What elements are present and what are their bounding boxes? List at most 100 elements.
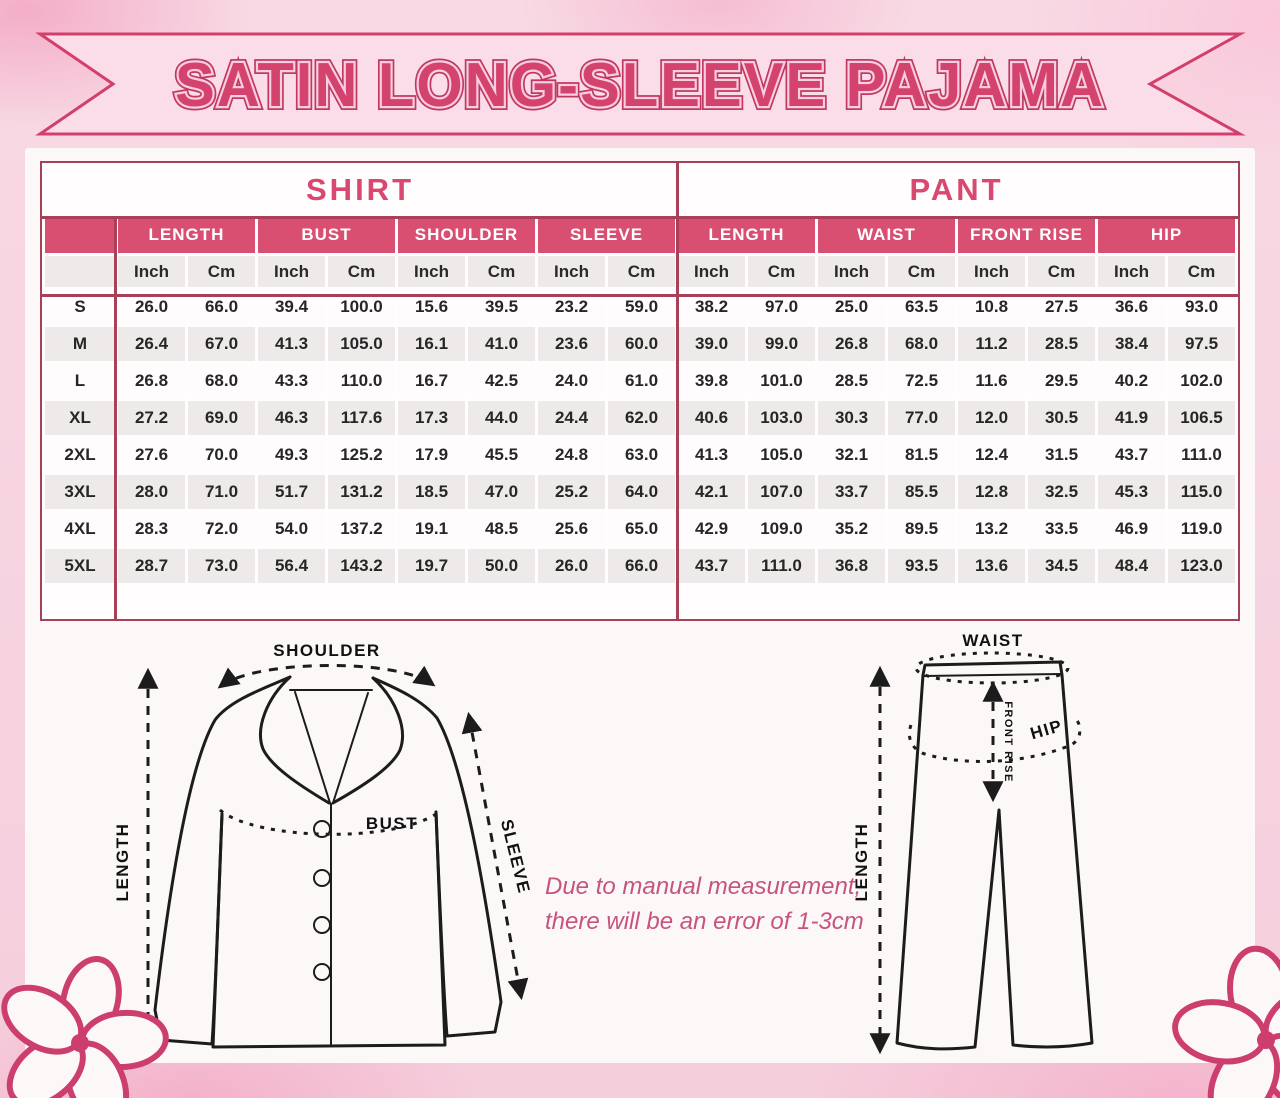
value-cell: 28.3 [118,512,185,546]
header-divider-line [42,216,1238,219]
button [313,869,331,887]
value-cell: 117.6 [328,401,395,435]
column-header: SLEEVE [538,216,675,253]
value-cell: 41.9 [1098,401,1165,435]
value-cell: 17.3 [398,401,465,435]
value-cell: 64.0 [608,475,675,509]
sleeve-arrow [461,711,529,1001]
value-cell: 68.0 [188,364,255,398]
value-cell: 26.0 [538,549,605,583]
value-cell: 106.5 [1168,401,1235,435]
size-cell: 4XL [45,512,115,546]
value-cell: 28.7 [118,549,185,583]
waist-label: WAIST [962,631,1023,650]
value-cell: 32.5 [1028,475,1095,509]
value-cell: 115.0 [1168,475,1235,509]
unit-cell: Cm [1028,256,1095,287]
unit-cell: Inch [538,256,605,287]
value-cell: 77.0 [888,401,955,435]
value-cell: 70.0 [188,438,255,472]
value-cell: 40.6 [678,401,745,435]
shirt-lapel-right [331,676,404,805]
column-header: FRONT RISE [958,216,1095,253]
value-cell: 43.7 [1098,438,1165,472]
value-cell: 60.0 [608,327,675,361]
garment-header-row: SHIRT PANT [45,166,1235,213]
hip-label: HIP [1028,716,1065,743]
value-cell: 102.0 [1168,364,1235,398]
value-cell: 33.5 [1028,512,1095,546]
shirt-outline [153,675,292,1046]
size-cell: L [45,364,115,398]
value-cell: 26.8 [118,364,185,398]
value-cell: 28.5 [818,364,885,398]
value-cell: 26.8 [818,327,885,361]
measurement-note: Due to manual measurement, there will be… [545,869,895,939]
value-cell: 43.3 [258,364,325,398]
unit-cell: Cm [328,256,395,287]
page-title-ring: SATIN LONG-SLEEVE PAJAMA [175,51,1105,120]
flower-icon [1,956,169,1098]
value-cell: 50.0 [468,549,535,583]
value-cell: 43.7 [678,549,745,583]
value-cell: 72.5 [888,364,955,398]
unit-cell: Cm [188,256,255,287]
value-cell: 110.0 [328,364,395,398]
unit-cell: Cm [748,256,815,287]
table-row: 3XL 28.0 71.0 51.7 131.2 18.5 47.0 25.2 64.0 42.1… [45,475,1235,509]
size-cell: 3XL [45,475,115,509]
size-cell: M [45,327,115,361]
value-cell: 12.0 [958,401,1025,435]
table-row: 5XL 28.7 73.0 56.4 143.2 19.7 50.0 26.0 66.0 43.7… [45,549,1235,583]
value-cell: 66.0 [608,549,675,583]
button [313,916,331,934]
value-cell: 23.6 [538,327,605,361]
value-cell: 69.0 [188,401,255,435]
value-cell: 51.7 [258,475,325,509]
value-cell: 48.4 [1098,549,1165,583]
page-title: SATIN LONG-SLEEVE PAJAMA [175,51,1105,120]
value-cell: 44.0 [468,401,535,435]
value-cell: 49.3 [258,438,325,472]
value-cell: 34.5 [1028,549,1095,583]
size-cell: 2XL [45,438,115,472]
value-cell: 39.8 [678,364,745,398]
bust-label: BUST [366,814,418,833]
value-cell: 68.0 [888,327,955,361]
value-cell: 35.2 [818,512,885,546]
value-cell: 39.0 [678,327,745,361]
unit-cell: Inch [818,256,885,287]
button [313,963,331,981]
hip-curve [908,716,1082,763]
value-cell: 28.0 [118,475,185,509]
table-row: 2XL 27.6 70.0 49.3 125.2 17.9 45.5 24.8 63.0 41.3… [45,438,1235,472]
value-cell: 13.2 [958,512,1025,546]
size-column-divider [114,216,117,619]
column-header: LENGTH [118,216,255,253]
waist-curve [914,651,1070,685]
unit-cell: Cm [468,256,535,287]
value-cell: 61.0 [608,364,675,398]
value-cell: 17.9 [398,438,465,472]
value-cell: 12.4 [958,438,1025,472]
value-cell: 56.4 [258,549,325,583]
value-cell: 99.0 [748,327,815,361]
shirt-diagram: SHOULDER LENGTH BUST SLEEVE [113,641,534,1057]
unit-cell: Inch [258,256,325,287]
value-cell: 38.4 [1098,327,1165,361]
shoulder-label: SHOULDER [273,641,380,660]
value-cell: 111.0 [1168,438,1235,472]
value-cell: 40.2 [1098,364,1165,398]
value-cell: 73.0 [188,549,255,583]
flower-icon [1172,945,1280,1098]
note-line-1: Due to manual measurement, [545,873,862,900]
size-column-header [45,216,115,253]
sleeve-label: SLEEVE [497,817,534,895]
unit-cell: Inch [398,256,465,287]
value-cell: 137.2 [328,512,395,546]
value-cell: 46.3 [258,401,325,435]
size-table-container: SHIRT PANT LENGTH BUST SHOULDER SLEEVE L… [40,161,1240,621]
pant-outline [895,660,1094,1051]
front-rise-label: FRONT RISE [1002,701,1014,783]
